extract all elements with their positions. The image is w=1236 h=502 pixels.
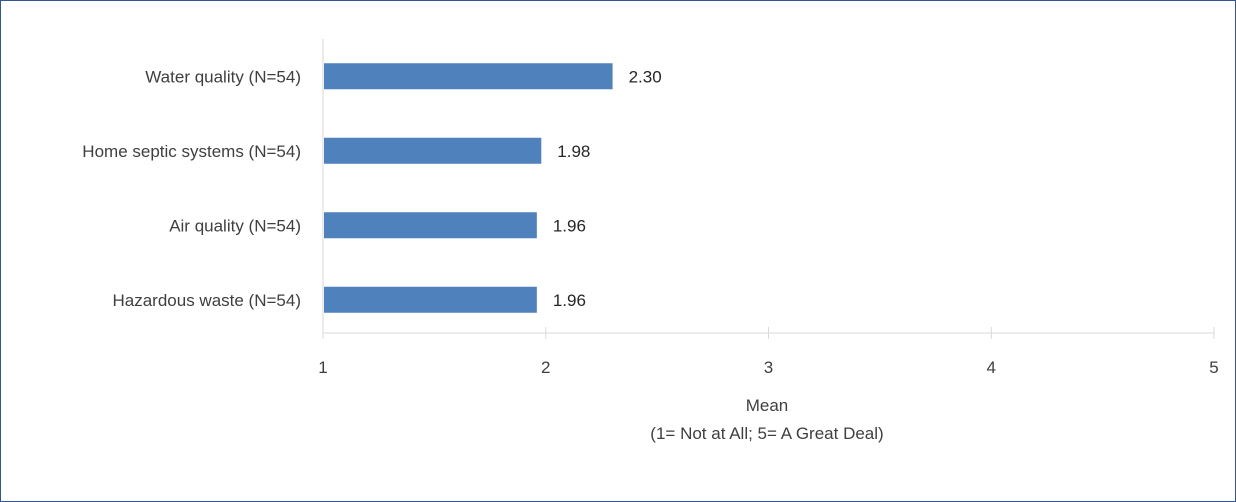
x-tick-label: 3: [764, 358, 773, 377]
value-label: 1.96: [553, 291, 586, 310]
bar: [324, 137, 542, 164]
category-label: Hazardous waste (N=54): [112, 291, 301, 310]
bar: [324, 286, 537, 313]
bars-layer: Water quality (N=54) 2.30 Home septic syst…: [82, 63, 662, 313]
x-axis-title: Mean: [746, 396, 789, 415]
value-label: 1.98: [557, 142, 590, 161]
category-label: Water quality (N=54): [145, 67, 301, 86]
x-tick-label: 5: [1209, 358, 1218, 377]
category-label: Home septic systems (N=54): [82, 142, 301, 161]
bar: [324, 63, 613, 90]
value-label: 1.96: [553, 216, 586, 235]
x-axis-subtitle: (1= Not at All; 5= A Great Deal): [650, 424, 883, 443]
value-label: 2.30: [629, 67, 662, 86]
axis-layer: 1 2 3 4 5: [318, 39, 1219, 377]
x-tick-label: 4: [987, 358, 996, 377]
category-label: Air quality (N=54): [169, 216, 301, 235]
x-tick-label: 1: [318, 358, 327, 377]
x-tick-label: 2: [541, 358, 550, 377]
bar: [324, 212, 537, 239]
